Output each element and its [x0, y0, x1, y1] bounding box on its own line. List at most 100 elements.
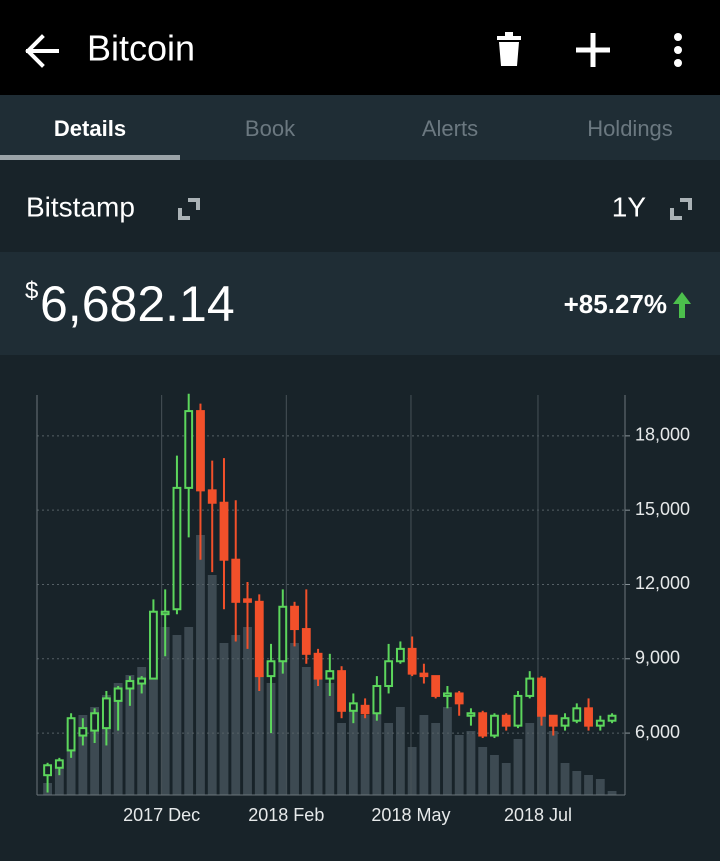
- volume-bar: [290, 643, 299, 795]
- y-tick-label: 9,000: [635, 648, 680, 668]
- volume-bar: [113, 683, 123, 795]
- tab[interactable]: Alerts: [422, 116, 478, 141]
- price: 6,682.14: [40, 276, 235, 332]
- exchange[interactable]: Bitstamp: [26, 191, 135, 222]
- volume-bar: [490, 755, 499, 795]
- volume-bar: [90, 707, 100, 795]
- menu-button[interactable]: [674, 33, 682, 67]
- candle-body: [443, 692, 452, 697]
- candle-body: [466, 712, 476, 717]
- candle-body: [219, 501, 229, 561]
- volume-bar: [407, 747, 417, 795]
- volume-bar: [537, 707, 546, 795]
- candle-body: [78, 727, 88, 737]
- volume-bar: [595, 779, 605, 795]
- candle-body: [360, 704, 370, 715]
- candle-body: [501, 714, 511, 727]
- volume-bar: [419, 715, 429, 795]
- expand-icon[interactable]: [178, 198, 200, 220]
- candle-body: [372, 685, 382, 715]
- candle-body: [607, 714, 617, 722]
- back-button[interactable]: [25, 34, 59, 68]
- candle-body: [196, 410, 205, 492]
- y-tick-label: 18,000: [635, 425, 690, 445]
- candle-body: [43, 764, 52, 777]
- candle-body: [184, 410, 194, 489]
- range[interactable]: 1Y: [612, 191, 647, 222]
- volume-bar: [313, 675, 323, 795]
- tab[interactable]: Book: [245, 116, 296, 141]
- volume-bar: [478, 747, 488, 795]
- tab-indicator: [0, 155, 180, 160]
- candle-body: [172, 486, 182, 611]
- candle-body: [431, 675, 441, 697]
- x-tick-label: 2017 Dec: [123, 805, 200, 825]
- candle-body: [101, 697, 111, 730]
- add-button[interactable]: [576, 33, 610, 67]
- volume-bar: [278, 655, 288, 795]
- volume-bar: [301, 667, 311, 795]
- volume-bar: [207, 575, 217, 795]
- candle-body: [348, 702, 358, 712]
- volume-bar: [266, 683, 276, 795]
- candle-body: [548, 714, 558, 727]
- candle-body: [525, 677, 535, 697]
- volume-bar: [325, 683, 335, 795]
- candle-body: [54, 759, 64, 769]
- candle-body: [384, 660, 394, 688]
- candle-body: [490, 714, 499, 737]
- candle-body: [301, 628, 311, 655]
- volume-bar: [196, 535, 205, 795]
- volume-bar: [54, 763, 64, 795]
- candle-body: [560, 717, 570, 727]
- expand-icon[interactable]: [670, 198, 692, 220]
- volume-bar: [243, 627, 252, 795]
- y-tick-label: 6,000: [635, 722, 680, 742]
- candle-body: [513, 694, 523, 727]
- title: Bitcoin: [87, 28, 195, 69]
- volume-bar: [548, 731, 558, 795]
- candle-body: [537, 677, 546, 717]
- x-tick-label: 2018 Feb: [248, 805, 324, 825]
- volume-bar: [572, 771, 582, 795]
- volume-bar: [184, 627, 194, 795]
- candle-body: [290, 605, 299, 631]
- tab[interactable]: Details: [54, 116, 126, 141]
- candle-body: [266, 660, 276, 678]
- candle-body: [595, 719, 605, 727]
- candle-body: [278, 605, 288, 663]
- tab[interactable]: Holdings: [587, 116, 673, 141]
- volume-bar: [66, 723, 76, 795]
- candle-body: [419, 672, 429, 678]
- volume-bar: [501, 763, 511, 795]
- volume-bar: [125, 675, 135, 795]
- candle-body: [584, 707, 593, 727]
- candle-body: [137, 677, 147, 685]
- volume-bar: [431, 723, 441, 795]
- candle-body: [395, 647, 405, 663]
- price-panel: [0, 252, 720, 355]
- delete-button[interactable]: [497, 32, 521, 66]
- volume-bar: [219, 643, 229, 795]
- candle-body: [207, 489, 217, 504]
- volume-bar: [584, 775, 593, 795]
- candle-body: [125, 680, 135, 690]
- volume-bar: [560, 763, 570, 795]
- candle-body: [325, 670, 335, 680]
- volume-bar: [454, 735, 464, 795]
- candle-body: [113, 687, 123, 702]
- y-tick-label: 15,000: [635, 499, 690, 519]
- candle-body: [407, 647, 417, 675]
- candle-body: [66, 717, 76, 752]
- volume-bar: [513, 739, 523, 795]
- volume-bar: [337, 723, 346, 795]
- y-tick-label: 12,000: [635, 573, 690, 593]
- volume-bar: [78, 715, 88, 795]
- candle-body: [313, 652, 323, 680]
- candle-body: [149, 610, 158, 680]
- x-tick-label: 2018 May: [371, 805, 450, 825]
- volume-bar: [231, 635, 241, 795]
- currency: $: [25, 277, 38, 304]
- volume-bar: [172, 635, 182, 795]
